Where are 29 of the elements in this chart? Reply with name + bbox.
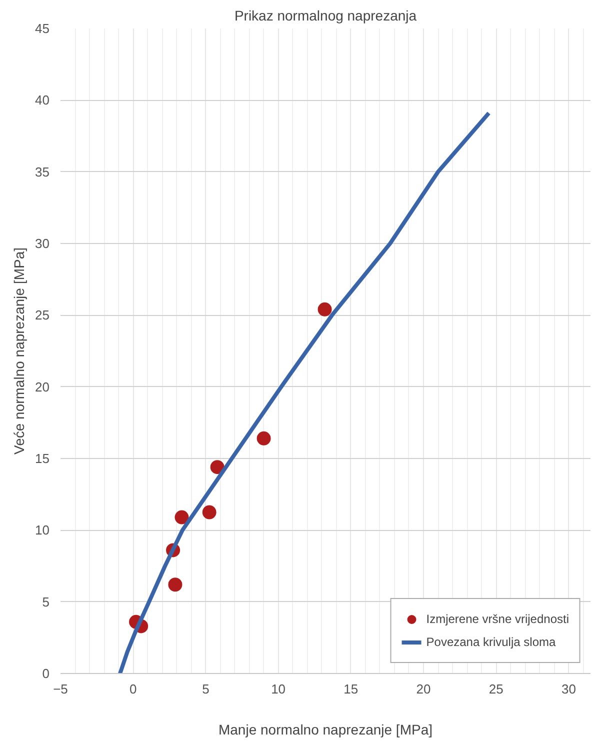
legend-label: Izmjerene vršne vrijednosti [426,612,569,626]
x-tick-label: 20 [416,682,431,696]
x-tick-label: 25 [488,682,504,696]
x-tick-label: 15 [344,682,358,696]
x-tick-label: −5 [53,682,68,696]
point [210,460,224,474]
y-tick-label: 0 [42,666,50,681]
point [318,302,332,316]
y-tick-label: 25 [35,308,50,323]
point [168,578,182,592]
x-tick-label: 10 [271,682,286,696]
legend-label: Povezana krivulja sloma [426,635,556,649]
y-tick-label: 5 [42,594,50,610]
y-tick-label: 20 [35,379,50,394]
point [174,510,189,524]
x-axis-title: Manje normalno naprezanje [MPa] [218,722,433,738]
x-tick-label: 0 [129,682,137,696]
y-axis-title: Veće normalno naprezanje [MPa] [11,247,28,455]
x-tick-label: 5 [202,682,210,696]
y-tick-label: 10 [35,522,50,538]
y-tick-label: 45 [35,21,50,36]
y-tick-label: 30 [35,236,50,251]
y-tick-label: 15 [35,451,50,466]
point [256,431,271,446]
y-tick-label: 40 [35,92,50,108]
point [202,505,216,520]
chart-title: Prikaz normalnog naprezanja [234,8,417,24]
x-tick-label: 30 [561,682,576,696]
y-tick-label: 35 [35,164,50,180]
